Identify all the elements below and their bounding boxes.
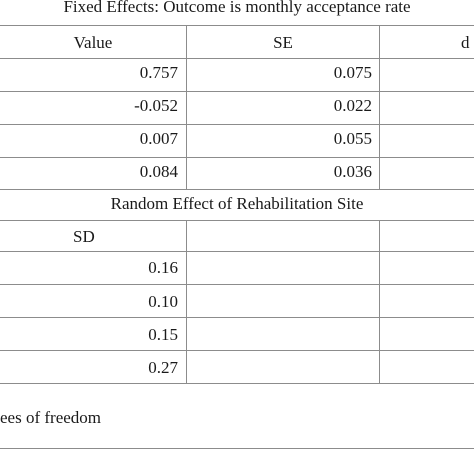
- fixed-value-cell: 0.757: [139, 63, 178, 82]
- divider: [0, 58, 474, 59]
- random-sd-cell: 0.10: [148, 292, 178, 311]
- divider: [0, 251, 474, 252]
- fixed-value-cell: 0.007: [139, 129, 178, 148]
- divider: [0, 284, 474, 285]
- divider: [0, 383, 474, 384]
- divider: [0, 350, 474, 351]
- fixed-se-cell: 0.022: [333, 96, 372, 115]
- fixed-se-cell: 0.036: [333, 162, 372, 181]
- divider: [0, 317, 474, 318]
- column-header-sd: SD: [73, 227, 95, 246]
- divider: [0, 189, 474, 190]
- column-divider: [186, 220, 187, 383]
- column-header-value: Value: [73, 33, 113, 52]
- fixed-value-cell: 0.084: [139, 162, 178, 181]
- fixed-se-cell: 0.055: [333, 129, 372, 148]
- divider: [0, 448, 474, 449]
- random-sd-cell: 0.15: [148, 325, 178, 344]
- divider: [0, 124, 474, 125]
- column-header-se: SE: [273, 33, 293, 52]
- random-sd-cell: 0.27: [148, 358, 178, 377]
- divider: [0, 91, 474, 92]
- fixed-value-cell: -0.052: [134, 96, 178, 115]
- footnote: ees of freedom: [0, 408, 102, 427]
- column-divider: [379, 25, 380, 190]
- random-sd-cell: 0.16: [148, 258, 178, 277]
- divider: [0, 220, 474, 221]
- random-effects-heading: Random Effect of Rehabilitation Site: [110, 194, 364, 213]
- column-header-d: d: [461, 33, 470, 52]
- column-divider: [379, 220, 380, 383]
- fixed-se-cell: 0.075: [333, 63, 372, 82]
- divider: [0, 25, 474, 26]
- fixed-effects-heading: Fixed Effects: Outcome is monthly accept…: [63, 0, 411, 16]
- divider: [0, 157, 474, 158]
- column-divider: [186, 25, 187, 190]
